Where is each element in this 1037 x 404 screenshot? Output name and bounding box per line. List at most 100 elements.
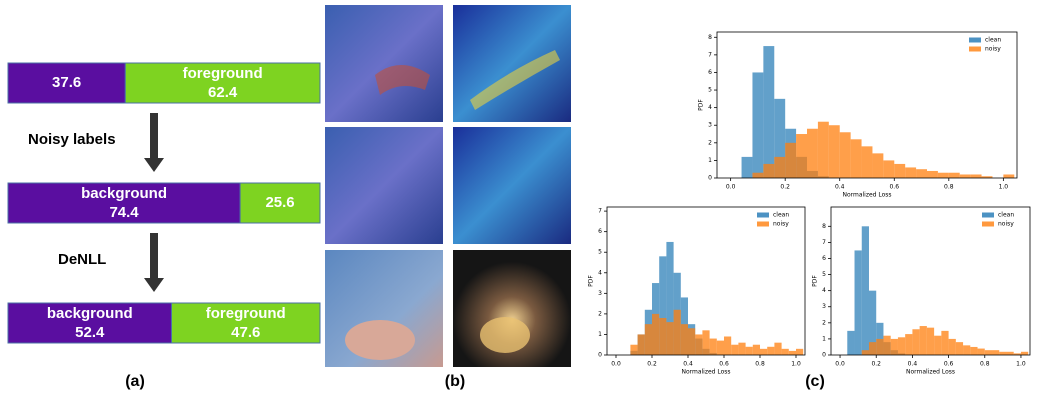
legend-label: noisy xyxy=(773,221,789,228)
histogram-bar xyxy=(898,337,905,355)
y-tick-label: 8 xyxy=(822,223,826,230)
x-tick-label: 0.4 xyxy=(683,361,693,368)
histogram-bar xyxy=(927,328,934,355)
y-tick-label: 4 xyxy=(598,269,602,276)
x-tick-label: 1.0 xyxy=(791,361,801,368)
histogram-bar xyxy=(883,336,890,355)
y-tick-label: 3 xyxy=(708,122,712,129)
histogram-bar xyxy=(738,343,745,355)
y-tick-label: 7 xyxy=(708,51,712,58)
y-tick-label: 6 xyxy=(708,69,712,76)
histogram-bar xyxy=(985,350,992,355)
histogram-bar xyxy=(960,174,971,178)
histogram-bar xyxy=(862,350,869,355)
histogram-bar xyxy=(796,349,803,355)
histogram-bar xyxy=(652,314,659,355)
transition-label: DeNLL xyxy=(58,251,106,268)
caption: (a) xyxy=(125,373,145,390)
y-tick-label: 5 xyxy=(708,87,712,94)
histogram-bar xyxy=(963,345,970,355)
histogram-bar xyxy=(742,157,753,178)
histogram-bar xyxy=(941,331,948,355)
x-tick-label: 1.0 xyxy=(1016,361,1026,368)
legend-label: noisy xyxy=(998,221,1014,228)
histogram-bar xyxy=(760,349,767,355)
histogram-bar xyxy=(674,310,681,355)
segment-name: foreground xyxy=(206,305,286,322)
y-tick-label: 3 xyxy=(822,303,826,310)
histogram-bar xyxy=(840,132,851,178)
histogram-bar xyxy=(752,72,763,178)
histogram-bar xyxy=(752,173,763,178)
x-tick-label: 0.2 xyxy=(780,184,790,191)
histogram-bar xyxy=(1021,352,1028,355)
histogram-bar xyxy=(796,134,807,178)
histogram-bar xyxy=(949,173,960,178)
histogram-bar xyxy=(659,318,666,355)
histogram-bar xyxy=(927,171,938,178)
histogram-bar xyxy=(638,334,645,355)
histogram-bar xyxy=(807,129,818,178)
x-tick-label: 0.6 xyxy=(889,184,899,191)
y-tick-label: 0 xyxy=(822,352,826,359)
legend-swatch xyxy=(982,222,994,227)
x-tick-label: 0.4 xyxy=(908,361,918,368)
x-tick-label: 0.0 xyxy=(835,361,845,368)
histogram-bar xyxy=(862,146,873,178)
histogram-bar xyxy=(851,139,862,178)
segment-name: foreground xyxy=(183,65,263,82)
y-tick-label: 7 xyxy=(598,208,602,215)
histogram-bar xyxy=(753,345,760,355)
y-axis-label: PDF xyxy=(812,275,819,287)
histogram-bar xyxy=(912,329,919,355)
histogram-bar xyxy=(847,331,854,355)
caption: (b) xyxy=(445,373,465,390)
histogram-bar xyxy=(1006,352,1013,355)
caption: (c) xyxy=(805,373,825,390)
y-tick-label: 6 xyxy=(822,255,826,262)
histogram-bar xyxy=(710,339,717,355)
y-tick-label: 0 xyxy=(708,175,712,182)
x-axis-label: Normalized Loss xyxy=(842,192,891,199)
histogram-bar xyxy=(920,326,927,355)
histogram-bar xyxy=(717,341,724,355)
histogram-bar xyxy=(876,339,883,355)
histogram-bar xyxy=(949,339,956,355)
y-tick-label: 2 xyxy=(708,139,712,146)
x-axis-label: Normalized Loss xyxy=(906,369,955,376)
y-tick-label: 8 xyxy=(708,34,712,41)
histogram-bar xyxy=(695,334,702,355)
x-tick-label: 0.8 xyxy=(944,184,954,191)
y-tick-label: 6 xyxy=(598,228,602,235)
histogram-bar xyxy=(681,324,688,355)
y-tick-label: 3 xyxy=(598,290,602,297)
y-axis-label: PDF xyxy=(588,275,595,287)
histogram-bar xyxy=(818,122,829,178)
segment-name: background xyxy=(47,305,133,322)
histogram-bar xyxy=(785,143,796,178)
x-tick-label: 0.2 xyxy=(647,361,657,368)
histogram-bar xyxy=(666,322,673,355)
y-tick-label: 2 xyxy=(822,319,826,326)
segment-value: 62.4 xyxy=(208,84,238,101)
histogram-bar xyxy=(774,157,785,178)
histogram-bar xyxy=(763,46,774,178)
legend-swatch xyxy=(757,222,769,227)
y-tick-label: 1 xyxy=(598,331,602,338)
histogram-bar xyxy=(702,330,709,355)
histogram-bar xyxy=(891,339,898,355)
x-tick-label: 0.0 xyxy=(611,361,621,368)
legend-label: clean xyxy=(998,212,1014,219)
y-tick-label: 4 xyxy=(708,104,712,111)
histogram-bar xyxy=(869,342,876,355)
y-tick-label: 1 xyxy=(708,157,712,164)
histogram-bar xyxy=(763,164,774,178)
histogram-bar xyxy=(789,351,796,355)
y-tick-label: 7 xyxy=(822,239,826,246)
histogram-bar xyxy=(978,349,985,355)
legend-swatch xyxy=(969,38,981,43)
x-tick-label: 0.8 xyxy=(755,361,765,368)
segment-value: 25.6 xyxy=(265,194,294,211)
y-tick-label: 4 xyxy=(822,287,826,294)
segment-value: 37.6 xyxy=(52,74,81,91)
